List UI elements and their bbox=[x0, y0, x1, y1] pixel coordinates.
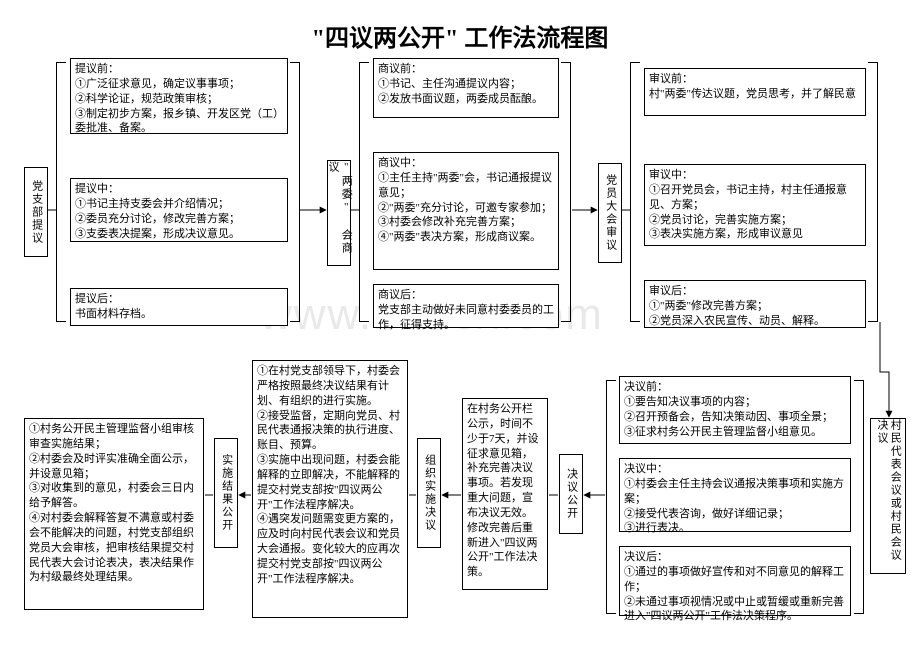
implement-box: ①在村党支部领导下，村委会严格按照最终决议结果有计划、有组织的进行实施。 ②接受… bbox=[252, 360, 408, 618]
col2-during: 商议中： ①主任主持"两委"会，书记通报提议意见； ②"两委"充分讨论，可邀专家… bbox=[373, 152, 559, 270]
bracket-col2 bbox=[359, 62, 369, 322]
stage-label-3: 党员大会审议 bbox=[598, 163, 622, 263]
bracket-col4 bbox=[606, 380, 616, 614]
stage-label-6-text: 组织实施决议 bbox=[422, 454, 435, 532]
col3-during: 审议中： ①召开党员会，书记主持，村主任通报意见、方案； ②党员讨论，完善实施方… bbox=[644, 164, 866, 246]
stage-label-1: 党支部提议 bbox=[24, 167, 48, 257]
stage-label-7-text: 实施结果公开 bbox=[219, 454, 232, 532]
col1-after: 提议后： 书面材料存档。 bbox=[70, 288, 288, 326]
page-title: "四议两公开" 工作法流程图 bbox=[0, 18, 920, 53]
result-box: ①村务公开民主管理监督小组审核审查实施结果； ②村委会及时评实准确全面公示，并设… bbox=[24, 418, 204, 610]
bracketR-col1 bbox=[290, 62, 300, 322]
public-box: 在村务公开栏公示，时间不少于7天，并设征求意见箱，补充完善决议事项。若发现重大问… bbox=[462, 398, 548, 590]
stage-label-2-text: "两委" 会商议 bbox=[326, 161, 352, 265]
stage-label-2: "两委" 会商议 bbox=[327, 160, 351, 266]
bracketR-col2 bbox=[561, 62, 571, 322]
stage-label-6: 组织实施决议 bbox=[417, 438, 441, 548]
col4-during: 决议中： ①村委会主任主持会议通报决策事项和实施方案； ②接受代表咨询，做好详细… bbox=[619, 458, 851, 532]
col2-before: 商议前： ①书记、主任沟通提议内容； ②发放书面议题，两委成员酝酿。 bbox=[373, 58, 559, 118]
col1-before: 提议前： ①广泛征求意见，确定议事事项； ②科学论证，规范政策审核； ③制定初步… bbox=[70, 58, 288, 134]
stage-label-5-text: 决议公开 bbox=[564, 468, 577, 520]
stage-label-4-text: 村民代表会议或村民会议决议 bbox=[875, 419, 901, 573]
col3-after: 审议后： ①"两委"修改完善方案； ②党员深入农民宣传、动员、解释。 bbox=[644, 280, 866, 328]
bracketR-col4 bbox=[854, 380, 864, 614]
col1-during: 提议中： ①书记主持支委会并介绍情况； ②委员充分讨论，修改完善方案； ③支委表… bbox=[70, 178, 288, 242]
stage-label-5: 决议公开 bbox=[559, 454, 583, 534]
stage-label-1-text: 党支部提议 bbox=[29, 180, 42, 245]
stage-label-7: 实施结果公开 bbox=[214, 438, 238, 548]
stage-label-4: 村民代表会议或村民会议决议 bbox=[870, 418, 906, 574]
col4-before: 决议前： ①要告知决议事项的内容； ②召开预备会，告知决策动因、事项全景； ③征… bbox=[619, 376, 851, 444]
col2-after: 商议后： 党支部主动做好未同意村委委员的工作，征得支持。 bbox=[373, 284, 559, 328]
bracket-col1 bbox=[56, 62, 66, 322]
bracketR-col3 bbox=[868, 62, 878, 322]
col4-after: 决议后： ①通过的事项做好宣传和对不同意见的解释工作； ②未通过事项视情况或中止… bbox=[619, 546, 851, 616]
bracket-col3 bbox=[630, 62, 640, 322]
stage-label-3-text: 党员大会审议 bbox=[603, 174, 616, 252]
col3-before: 审议前： 村"两委"传达议题，党员思考，并了解民意 bbox=[644, 68, 866, 116]
